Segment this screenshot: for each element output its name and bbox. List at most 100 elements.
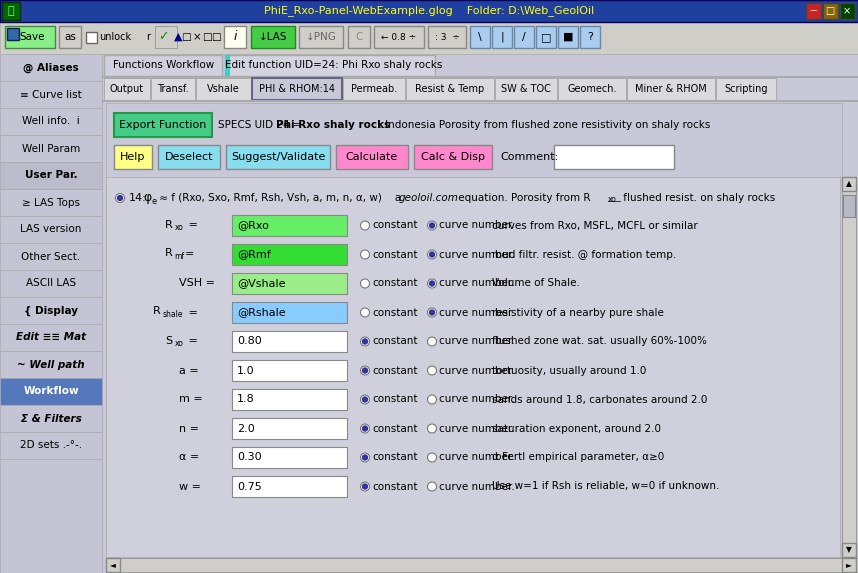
- Bar: [0, 54, 102, 81]
- Bar: [842, 558, 856, 572]
- Text: r: r: [146, 32, 150, 42]
- Bar: [0, 0, 858, 22]
- Text: ~ Well path: ~ Well path: [17, 359, 85, 370]
- Bar: [232, 447, 347, 468]
- Text: SPECS UID 24 =: SPECS UID 24 =: [218, 120, 305, 130]
- Bar: [158, 145, 220, 169]
- Text: ◄: ◄: [110, 560, 116, 570]
- Bar: [0, 189, 102, 216]
- Bar: [232, 302, 347, 323]
- Bar: [232, 476, 347, 497]
- Text: α =: α =: [179, 453, 199, 462]
- Circle shape: [427, 250, 437, 259]
- Bar: [0, 243, 102, 270]
- Bar: [102, 54, 858, 573]
- Circle shape: [362, 455, 367, 460]
- Text: @Rshale: @Rshale: [237, 308, 286, 317]
- Text: constant: constant: [372, 394, 418, 405]
- Text: ▲: ▲: [174, 32, 182, 42]
- Bar: [226, 145, 330, 169]
- Text: Suggest/Validate: Suggest/Validate: [231, 152, 325, 162]
- Text: =: =: [185, 336, 198, 347]
- Text: Vshale: Vshale: [207, 84, 240, 94]
- Text: Transf.: Transf.: [157, 84, 189, 94]
- Text: curve number.: curve number.: [439, 366, 515, 375]
- Text: curve number.: curve number.: [439, 423, 515, 434]
- Bar: [251, 26, 295, 48]
- Circle shape: [362, 397, 367, 402]
- Text: ×: ×: [843, 6, 851, 16]
- Text: \: \: [478, 32, 482, 42]
- Text: Permeab.: Permeab.: [351, 84, 397, 94]
- Text: curve number.: curve number.: [439, 308, 515, 317]
- Text: S: S: [165, 336, 172, 346]
- Circle shape: [360, 453, 370, 462]
- Bar: [232, 331, 347, 352]
- Text: PhiE_Rxo-Panel-WebExample.glog    Folder: D:\Web_GeolOil: PhiE_Rxo-Panel-WebExample.glog Folder: D…: [264, 6, 594, 17]
- Bar: [470, 26, 490, 48]
- Text: Σ & Filters: Σ & Filters: [21, 414, 82, 423]
- Text: shale: shale: [162, 310, 183, 319]
- Text: curve number.: curve number.: [439, 394, 515, 405]
- Bar: [558, 78, 626, 100]
- Bar: [806, 3, 821, 19]
- Bar: [580, 26, 600, 48]
- Text: Export Function: Export Function: [119, 120, 207, 130]
- Text: flushed zone wat. sat. usually 60%-100%: flushed zone wat. sat. usually 60%-100%: [492, 336, 707, 347]
- Text: w =: w =: [179, 481, 201, 492]
- Bar: [843, 195, 855, 217]
- Bar: [232, 418, 347, 439]
- Text: □: □: [211, 32, 221, 42]
- Text: ✓: ✓: [158, 30, 168, 44]
- Bar: [343, 78, 405, 100]
- Text: 0.30: 0.30: [237, 453, 262, 462]
- Bar: [299, 26, 343, 48]
- Text: Phi Rxo shaly rocks: Phi Rxo shaly rocks: [276, 120, 390, 130]
- Bar: [0, 22, 858, 54]
- Bar: [114, 113, 212, 137]
- Text: : 3  ÷: : 3 ÷: [434, 33, 459, 41]
- Bar: [842, 177, 856, 191]
- Text: 14:: 14:: [129, 193, 147, 203]
- Circle shape: [430, 223, 434, 228]
- Text: □: □: [202, 32, 212, 42]
- Bar: [151, 78, 195, 100]
- Text: Volume of Shale.: Volume of Shale.: [492, 278, 580, 288]
- Circle shape: [427, 482, 437, 491]
- Bar: [225, 55, 435, 76]
- Text: Edit ≡≡ Mat: Edit ≡≡ Mat: [16, 332, 86, 343]
- Bar: [102, 76, 858, 78]
- Bar: [104, 78, 150, 100]
- Circle shape: [360, 395, 370, 404]
- Text: |: |: [500, 32, 504, 42]
- Text: constant: constant: [372, 481, 418, 492]
- Text: ≥ LAS Tops: ≥ LAS Tops: [22, 198, 80, 207]
- Text: Well info.  i: Well info. i: [22, 116, 80, 127]
- Bar: [0, 108, 102, 135]
- Bar: [232, 215, 347, 236]
- Bar: [406, 78, 494, 100]
- Bar: [823, 3, 838, 19]
- Text: C: C: [355, 32, 363, 42]
- Bar: [0, 216, 102, 243]
- Text: ■: ■: [563, 32, 573, 42]
- Text: Geomech.: Geomech.: [567, 84, 617, 94]
- Text: sands around 1.8, carbonates around 2.0: sands around 1.8, carbonates around 2.0: [492, 394, 707, 405]
- Bar: [0, 135, 102, 162]
- Bar: [225, 55, 230, 76]
- Bar: [59, 26, 81, 48]
- Bar: [348, 26, 370, 48]
- Text: mud filtr. resist. @ formation temp.: mud filtr. resist. @ formation temp.: [492, 249, 676, 260]
- Circle shape: [427, 337, 437, 346]
- Text: ≈ f (Rxo, Sxo, Rmf, Rsh, Vsh, a, m, n, α, w)    a: ≈ f (Rxo, Sxo, Rmf, Rsh, Vsh, a, m, n, α…: [156, 193, 404, 203]
- Text: R: R: [165, 249, 172, 258]
- Bar: [428, 26, 466, 48]
- Text: unlock: unlock: [99, 32, 131, 42]
- Circle shape: [360, 250, 370, 259]
- Text: Scripting: Scripting: [724, 84, 768, 94]
- Bar: [0, 405, 102, 432]
- Text: ▼: ▼: [846, 545, 852, 555]
- Text: n =: n =: [179, 423, 199, 434]
- Text: LAS version: LAS version: [21, 225, 82, 234]
- Text: ← 0.8 ÷: ← 0.8 ÷: [381, 33, 417, 41]
